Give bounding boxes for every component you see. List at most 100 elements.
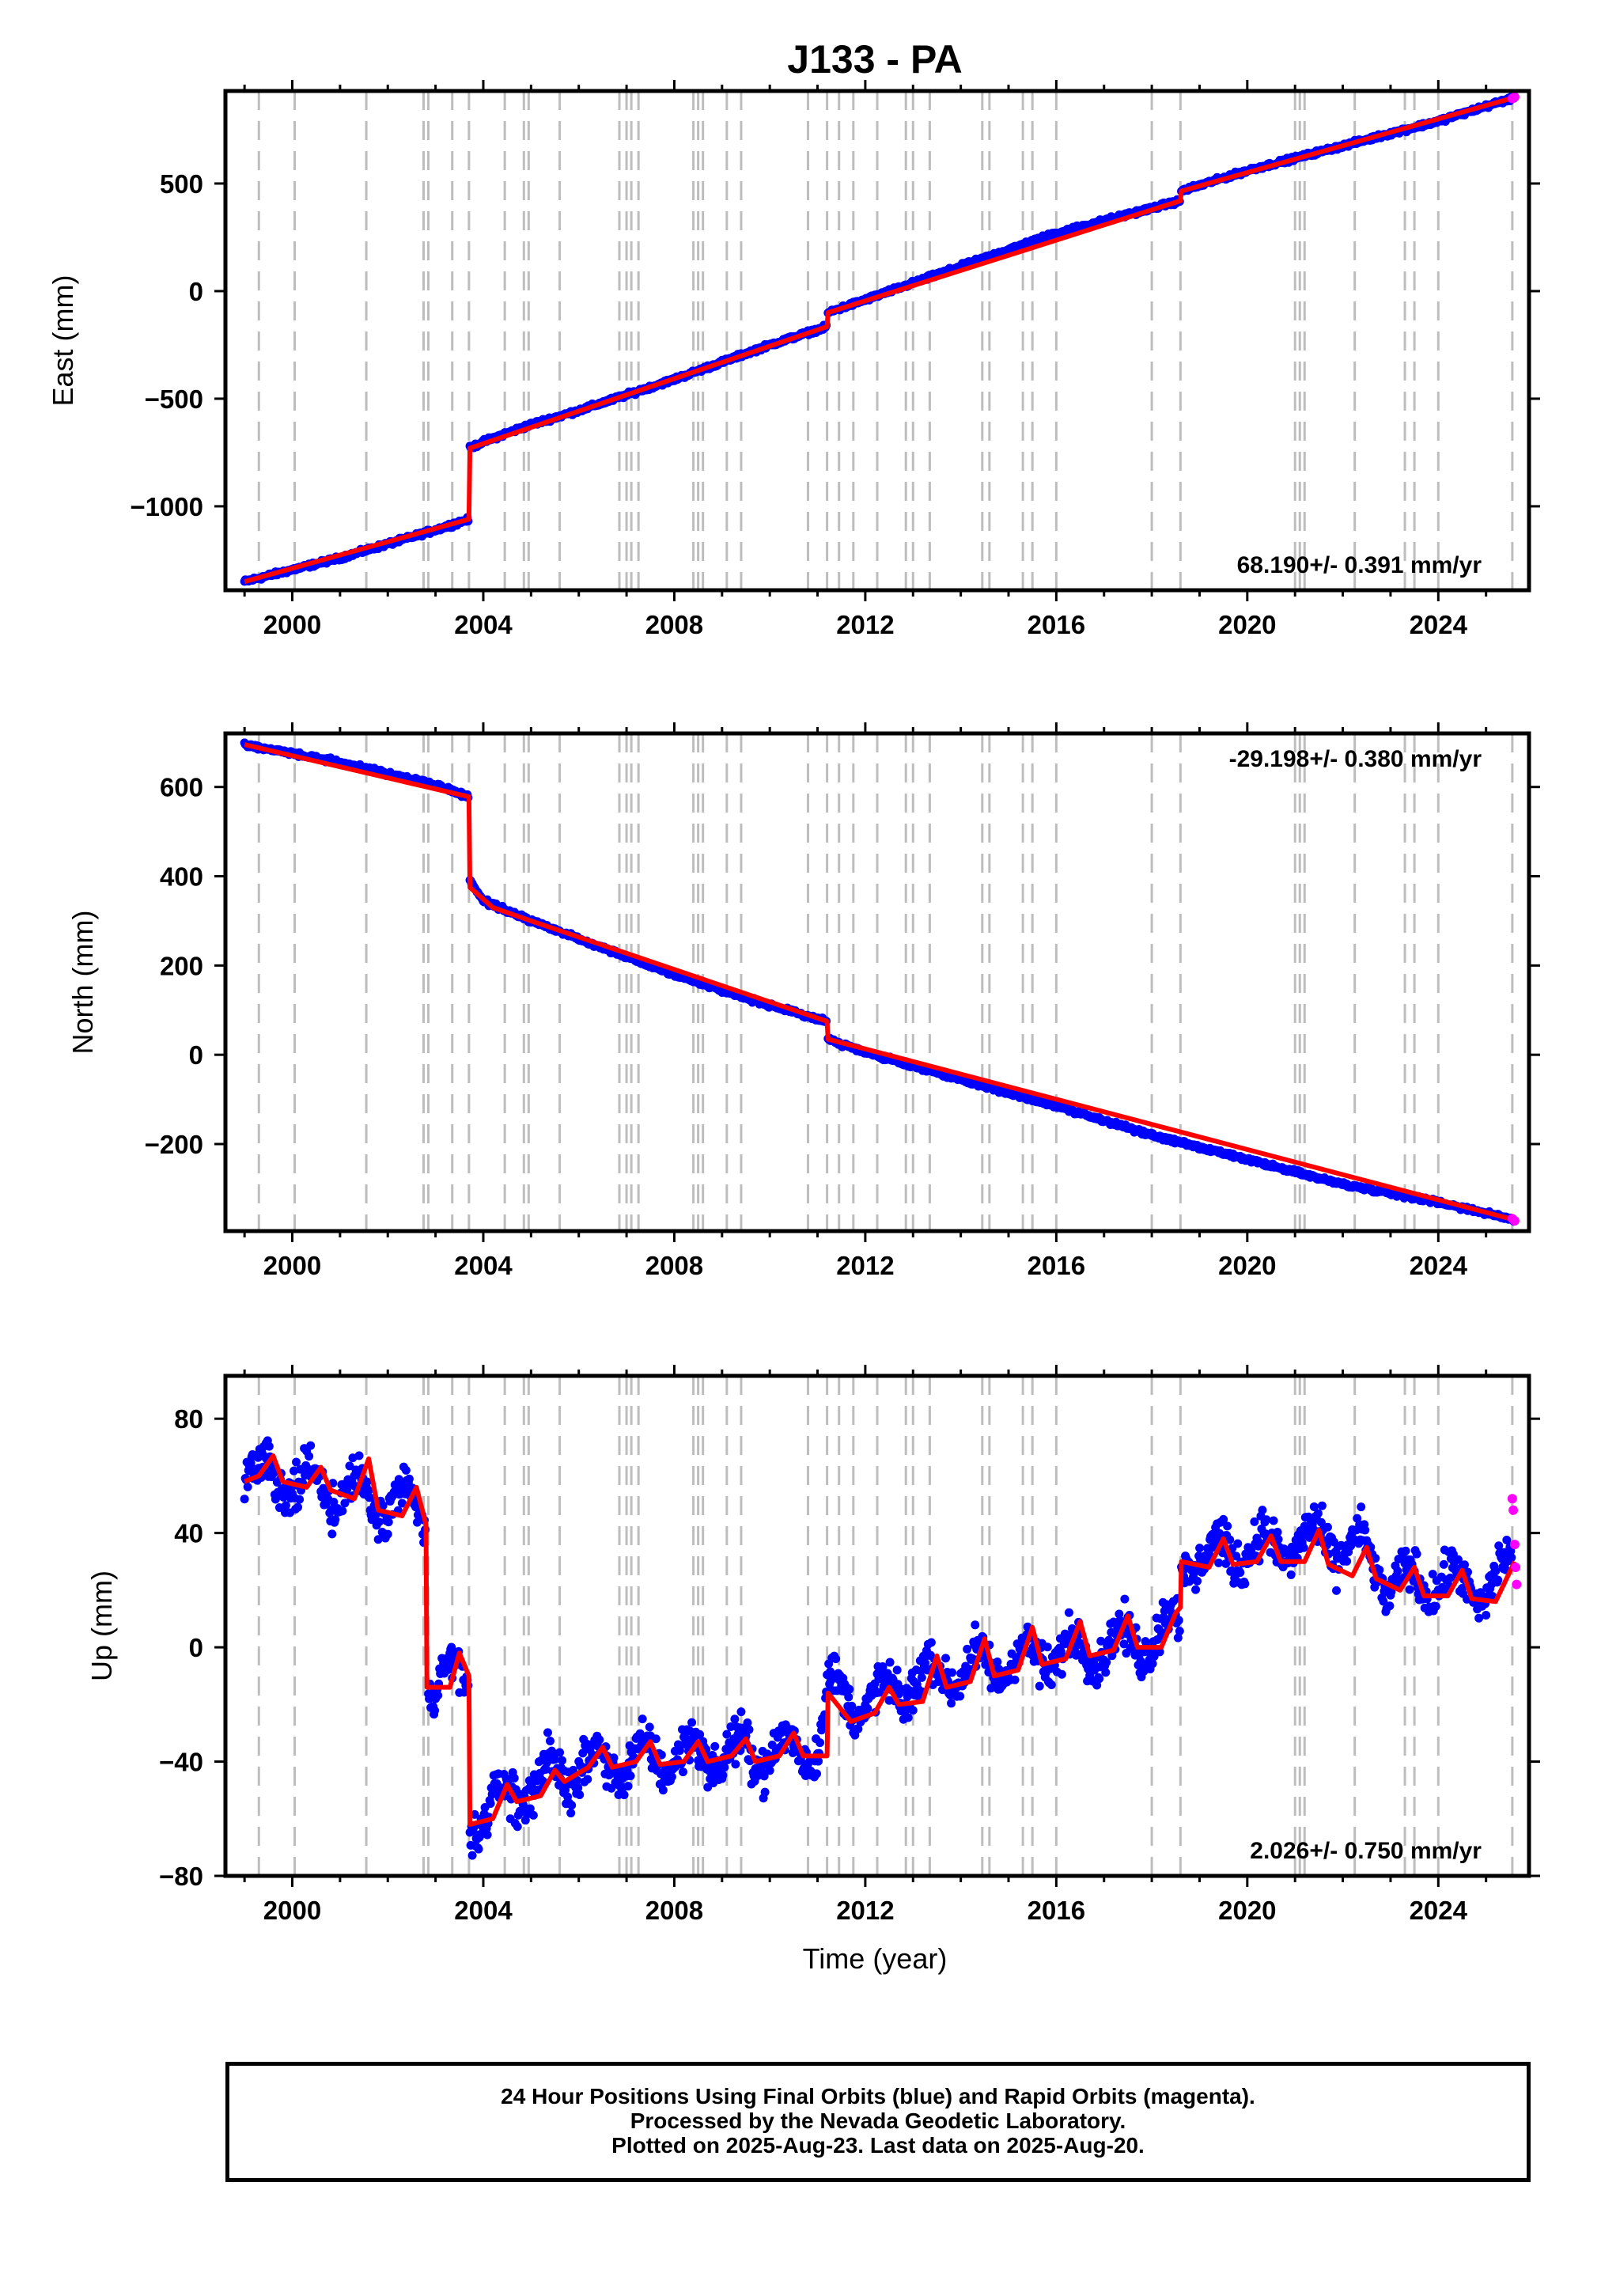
- y-tick-label: −200: [145, 1130, 203, 1159]
- data-point: [844, 1692, 853, 1702]
- data-point: [1387, 1587, 1396, 1597]
- data-point: [1219, 1514, 1228, 1524]
- data-point: [1173, 1633, 1183, 1642]
- data-point: [759, 1771, 769, 1781]
- x-tick-label: 2024: [1410, 610, 1468, 639]
- data-point: [1323, 1522, 1332, 1532]
- data-point: [1115, 1609, 1124, 1619]
- data-point: [1236, 1568, 1245, 1578]
- data-point: [566, 1809, 576, 1818]
- data-point: [595, 1735, 604, 1745]
- data-point: [765, 1766, 774, 1775]
- data-point: [1035, 1681, 1044, 1691]
- data-point: [1148, 1659, 1157, 1669]
- data-point: [1092, 1680, 1102, 1690]
- x-tick-label: 2016: [1028, 610, 1085, 639]
- data-point: [345, 1461, 354, 1471]
- data-point: [1273, 1528, 1282, 1537]
- x-tick-label: 2012: [836, 1251, 894, 1280]
- data-point: [340, 1498, 350, 1508]
- data-point: [730, 1714, 740, 1724]
- data-point: [1010, 1675, 1020, 1684]
- data-point: [1361, 1525, 1370, 1535]
- data-point: [971, 1620, 980, 1630]
- data-point: [1258, 1506, 1267, 1515]
- data-point: [528, 1810, 538, 1820]
- data-point: [812, 1769, 822, 1779]
- data-point: [1119, 1639, 1129, 1649]
- data-point: [292, 1457, 301, 1467]
- data-point: [543, 1728, 552, 1737]
- data-point: [963, 1644, 972, 1654]
- data-point: [908, 1706, 918, 1715]
- panels: 2000 2004 2008 2012 2016 2020 2024−1000−500050…: [47, 80, 1540, 1925]
- data-point: [710, 1741, 720, 1751]
- data-point: [1332, 1586, 1342, 1595]
- data-point: [956, 1692, 965, 1701]
- data-point: [1393, 1567, 1402, 1576]
- data-point: [994, 1665, 1004, 1674]
- data-point: [433, 1691, 443, 1700]
- panel-3: 2000 2004 2008 2012 2016 2020 2024−80−4004080U…: [85, 1365, 1540, 1925]
- x-tick-label: 2008: [645, 610, 703, 639]
- y-tick-label: −1000: [130, 492, 203, 521]
- data-point: [1174, 1616, 1183, 1625]
- data-point: [1221, 1559, 1231, 1568]
- data-point: [626, 1771, 635, 1781]
- data-point: [744, 1725, 754, 1734]
- data-point: [1175, 1627, 1184, 1636]
- data-point: [243, 1482, 252, 1491]
- data-point: [567, 1801, 577, 1810]
- data-point: [430, 1706, 440, 1715]
- data-point: [667, 1772, 676, 1782]
- data-point: [903, 1713, 913, 1722]
- panel-1: 2000 2004 2008 2012 2016 2020 2024−1000−500050…: [47, 80, 1540, 639]
- data-point: [293, 1502, 303, 1512]
- data-point: [378, 1501, 388, 1510]
- data-point: [460, 1688, 469, 1697]
- data-point: [295, 1495, 305, 1504]
- data-point: [1371, 1554, 1380, 1563]
- data-point: [561, 1786, 570, 1795]
- data-point: [1269, 1516, 1278, 1525]
- data-point: [814, 1756, 823, 1766]
- data-point: [720, 1763, 729, 1772]
- data-point: [1412, 1549, 1421, 1559]
- y-tick-label: −500: [145, 385, 203, 414]
- rapid-orbit-point: [1509, 92, 1520, 102]
- data-point: [509, 1773, 519, 1783]
- data-point: [718, 1771, 728, 1780]
- data-point: [329, 1497, 339, 1506]
- data-point: [1072, 1650, 1081, 1660]
- data-point: [1225, 1535, 1235, 1544]
- data-point: [816, 1738, 825, 1748]
- velocity-annotation: 68.190+/- 0.391 mm/yr: [1237, 552, 1482, 578]
- data-point: [1385, 1601, 1395, 1611]
- data-point: [743, 1718, 752, 1727]
- data-point: [675, 1746, 684, 1756]
- final-orbit-points: [240, 91, 1519, 586]
- data-point: [651, 1734, 660, 1744]
- plot-area: [240, 733, 1520, 1231]
- data-point: [1286, 1570, 1296, 1579]
- plot-area: [240, 1376, 1522, 1876]
- x-tick-label: 2004: [454, 1251, 513, 1280]
- data-point: [1195, 1544, 1205, 1553]
- data-point: [1043, 1642, 1052, 1652]
- data-point: [1299, 1543, 1308, 1552]
- data-point: [736, 1707, 746, 1717]
- data-point: [397, 1498, 407, 1508]
- data-point: [240, 1495, 249, 1504]
- data-point: [679, 1767, 688, 1777]
- data-point: [947, 1699, 956, 1708]
- data-point: [558, 1756, 567, 1765]
- data-point: [1120, 1594, 1130, 1604]
- y-tick-label: 400: [160, 862, 203, 892]
- data-point: [1232, 1552, 1241, 1561]
- data-point: [1274, 1535, 1283, 1544]
- data-point: [338, 1506, 347, 1516]
- data-point: [853, 1724, 863, 1733]
- data-point: [1313, 1509, 1323, 1518]
- x-tick-label: 2020: [1218, 610, 1276, 639]
- data-point: [645, 1722, 654, 1732]
